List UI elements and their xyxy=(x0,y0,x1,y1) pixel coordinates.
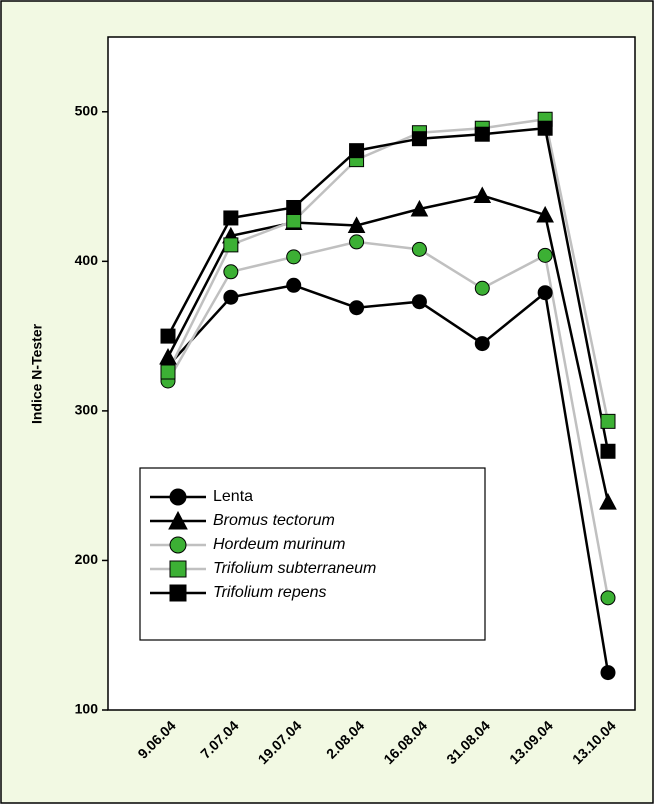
marker xyxy=(349,300,365,316)
marker xyxy=(286,213,302,229)
marker xyxy=(349,234,365,250)
marker xyxy=(474,126,490,142)
marker xyxy=(411,131,427,147)
marker xyxy=(286,199,302,215)
marker xyxy=(223,264,239,280)
legend-label: Lenta xyxy=(213,488,253,505)
y-axis-label: Indice N-Tester xyxy=(29,323,45,424)
marker xyxy=(411,294,427,310)
marker xyxy=(474,336,490,352)
marker xyxy=(600,590,616,606)
series-line xyxy=(166,117,610,422)
marker xyxy=(349,143,365,159)
marker xyxy=(160,364,176,380)
y-tick-label: 100 xyxy=(75,701,99,717)
legend-label: Trifolium subterraneum xyxy=(213,560,376,577)
y-tick-label: 200 xyxy=(75,551,99,567)
marker xyxy=(537,247,553,263)
marker xyxy=(347,216,366,233)
marker xyxy=(537,285,553,301)
marker xyxy=(600,413,616,429)
marker xyxy=(600,443,616,459)
marker xyxy=(410,199,429,217)
series-line xyxy=(166,126,610,452)
series-line xyxy=(166,194,610,503)
marker xyxy=(600,665,616,681)
legend-label: Bromus tectorum xyxy=(213,512,335,529)
marker xyxy=(169,560,187,578)
y-tick-label: 300 xyxy=(75,402,99,418)
marker xyxy=(169,536,187,554)
marker xyxy=(169,584,187,602)
series-line xyxy=(167,283,610,673)
marker xyxy=(159,347,177,365)
marker xyxy=(286,249,302,265)
marker xyxy=(286,277,302,293)
marker xyxy=(473,186,492,204)
marker xyxy=(223,237,239,253)
legend-label: Trifolium repens xyxy=(213,584,327,601)
marker xyxy=(160,328,176,344)
marker xyxy=(537,120,553,136)
legend-box xyxy=(139,467,486,641)
marker xyxy=(168,510,188,530)
marker xyxy=(223,289,239,305)
marker xyxy=(536,205,554,223)
marker xyxy=(169,488,187,506)
marker xyxy=(474,280,490,296)
legend-label: Hordeum murinum xyxy=(213,536,345,553)
series-line xyxy=(166,240,610,599)
y-tick-label: 400 xyxy=(75,252,99,268)
marker xyxy=(599,493,617,510)
y-tick-label: 500 xyxy=(75,102,99,118)
marker xyxy=(223,210,239,226)
marker xyxy=(411,241,427,257)
